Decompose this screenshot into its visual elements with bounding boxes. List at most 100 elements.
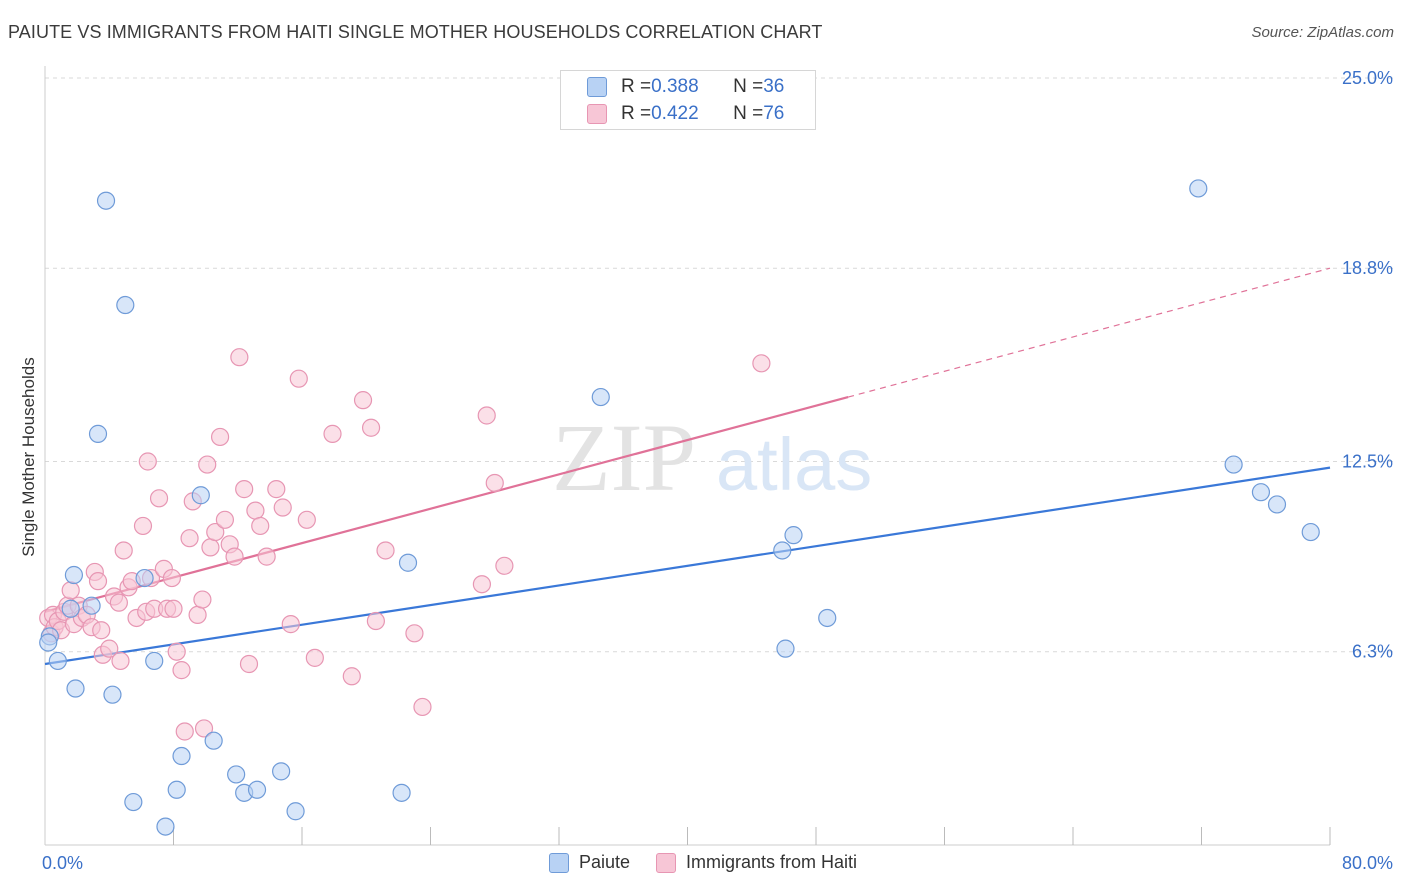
haiti-point [281, 615, 300, 634]
legend-n-value: 36 [763, 76, 785, 97]
correlation-legend: R = 0.388 N = 36 R = 0.422 N = 76 [560, 70, 816, 130]
haiti-point [297, 510, 316, 529]
legend-item-haiti[interactable]: Immigrants from Haiti [656, 852, 857, 873]
y-tick-label: 12.5% [1342, 452, 1393, 472]
paiute-point [88, 424, 108, 443]
paiute-point [145, 651, 164, 671]
haiti-point [167, 642, 186, 661]
haiti-point [138, 452, 157, 471]
haiti-point [133, 516, 153, 536]
chart-title: PAIUTE VS IMMIGRANTS FROM HAITI SINGLE M… [8, 22, 823, 42]
x-tick-label: 0.0% [42, 853, 83, 873]
haiti-point [180, 529, 199, 548]
haiti-point [111, 651, 130, 671]
haiti-point [61, 581, 80, 600]
watermark: ZIP atlas [552, 404, 872, 511]
haiti-point [175, 722, 194, 741]
paiute-point [82, 596, 101, 615]
haiti-point [215, 510, 234, 529]
haiti-point [225, 547, 244, 566]
haiti-point [92, 621, 111, 640]
legend-r-label: R = [621, 103, 652, 124]
haiti-point [172, 661, 191, 680]
haiti-point [206, 522, 225, 542]
haiti-point [342, 667, 361, 686]
paiute-point [1267, 495, 1287, 514]
paiute-point [227, 765, 246, 784]
haiti-point [194, 719, 214, 738]
haiti-point [495, 556, 514, 575]
paiute-point [247, 780, 267, 799]
haiti-point [201, 538, 220, 557]
haiti-point [188, 605, 207, 625]
haiti-point [485, 473, 504, 493]
legend-r-label: R = [621, 76, 652, 97]
legend-label-haiti: Immigrants from Haiti [686, 852, 858, 872]
haiti-point [235, 480, 254, 499]
series-legend: Paiute Immigrants from Haiti [0, 852, 1406, 873]
haiti-point [230, 348, 249, 367]
y-tick-label: 25.0% [1342, 68, 1393, 88]
haiti-point [323, 424, 342, 443]
gridlines [45, 77, 1395, 653]
haiti-point [198, 455, 217, 474]
paiute-point [64, 565, 84, 585]
legend-n-label: N = [733, 76, 764, 97]
haiti-point [289, 369, 308, 388]
haiti-point [193, 590, 212, 609]
haiti-point [88, 572, 108, 591]
paiute-point [39, 633, 58, 652]
legend-swatch-paiute [587, 77, 607, 97]
paiute-point [135, 568, 154, 588]
paiute-point [773, 541, 792, 560]
paiute-point [776, 639, 795, 658]
source-label: Source: ZipAtlas.com [1251, 24, 1394, 41]
paiute-point [398, 553, 418, 572]
paiute-point [96, 191, 116, 210]
legend-swatch-haiti [587, 104, 607, 124]
paiute-point [191, 486, 210, 505]
haiti-point [257, 547, 276, 566]
paiute-point [784, 526, 803, 545]
haiti-point [246, 501, 265, 520]
y-tick-label: 6.3% [1352, 642, 1393, 662]
paiute-point [48, 651, 67, 671]
y-axis-label: Single Mother Households [19, 357, 38, 556]
data-points [39, 179, 1320, 836]
haiti-point [164, 599, 183, 618]
haiti-trend-extension [847, 267, 1331, 398]
haiti-point [353, 391, 373, 410]
haiti-point [239, 654, 259, 674]
haiti-point [305, 648, 324, 667]
legend-r-value: 0.388 [651, 76, 699, 97]
haiti-point [472, 575, 491, 594]
legend-n-label: N = [733, 103, 764, 124]
paiute-point [156, 817, 175, 836]
legend-label-paiute: Paiute [578, 852, 630, 872]
haiti-point [267, 480, 286, 499]
paiute-point [1251, 483, 1271, 502]
paiute-point [272, 762, 291, 781]
legend-row-paiute: R = 0.388 N = 36 [587, 76, 784, 98]
watermark-atlas: atlas [716, 423, 872, 506]
haiti-point [109, 593, 128, 612]
legend-r-value: 0.422 [651, 103, 699, 124]
paiute-point [591, 387, 610, 407]
legend-swatch-haiti [656, 852, 676, 873]
paiute-trend-line [44, 466, 1331, 666]
haiti-point [100, 639, 119, 658]
tick-labels: 6.3% 12.5% 18.8% 25.0% 0.0% 80.0% [42, 68, 1393, 873]
paiute-point [818, 608, 837, 628]
haiti-point [162, 568, 181, 588]
legend-row-haiti: R = 0.422 N = 76 [587, 103, 784, 125]
haiti-point [477, 406, 496, 425]
paiute-point [1301, 522, 1320, 542]
legend-swatch-paiute [548, 852, 569, 873]
haiti-point [210, 427, 230, 447]
legend-item-paiute[interactable]: Paiute [548, 852, 630, 873]
paiute-point [167, 780, 186, 799]
haiti-point [149, 489, 169, 508]
paiute-point [66, 679, 85, 698]
haiti-point [273, 498, 292, 517]
